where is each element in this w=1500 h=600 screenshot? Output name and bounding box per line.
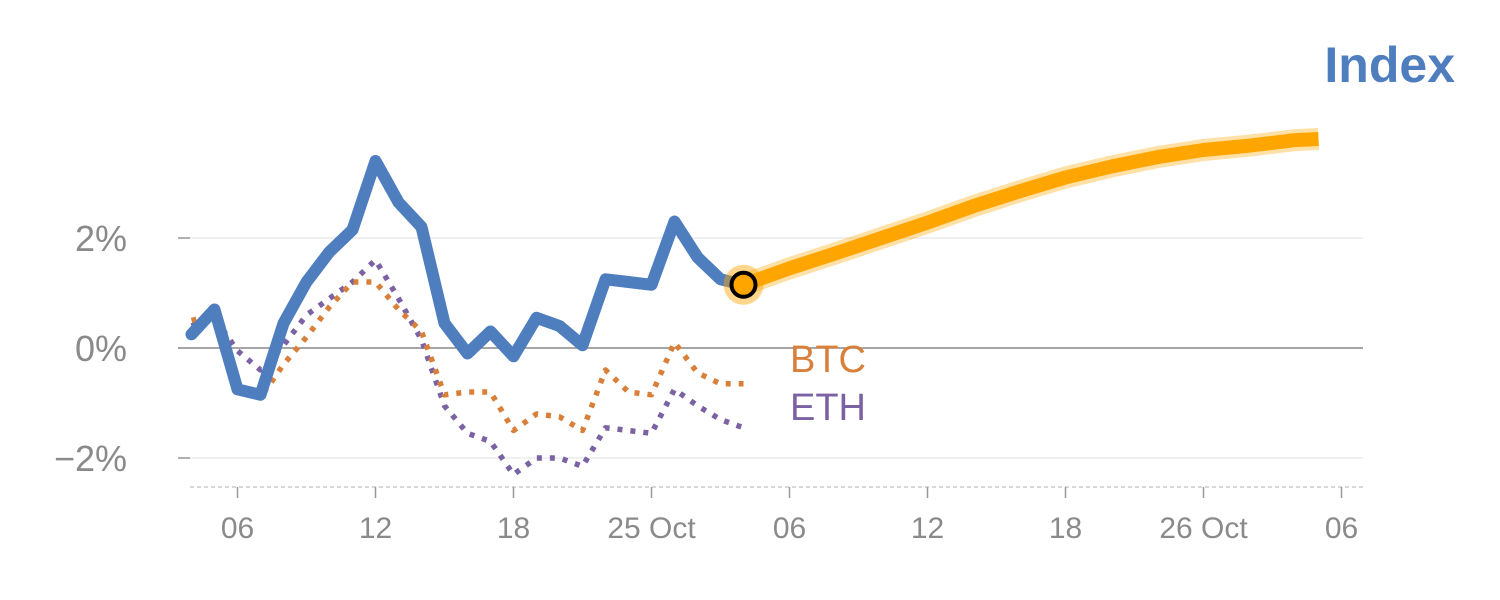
x-tick-label: 26 Oct — [1159, 512, 1248, 545]
series-line-index — [185, 155, 750, 401]
axis-layer: −2% 0% 2% 06 12 18 25 Oct 06 12 18 26 Oct 06 — [54, 218, 1365, 545]
grid-layer — [178, 237, 1363, 459]
series-label-btc: BTC — [790, 339, 866, 381]
series-layer — [185, 128, 1320, 478]
current-point-marker — [729, 270, 758, 299]
series-label-eth: ETH — [790, 387, 866, 429]
label-layer: Index BTC ETH — [790, 37, 1455, 429]
x-tick-label: 06 — [1325, 512, 1358, 545]
x-tick-label: 18 — [1049, 512, 1082, 545]
x-tick-label: 12 — [911, 512, 944, 545]
marker-layer — [723, 264, 764, 305]
y-tick-label: −2% — [54, 438, 127, 479]
x-tick-label: 12 — [359, 512, 392, 545]
y-tick-label: 0% — [75, 328, 127, 369]
series-line-forecast — [741, 132, 1319, 292]
x-tick-label: 06 — [773, 512, 806, 545]
x-tick-label: 25 Oct — [607, 512, 696, 545]
x-tick-label: 18 — [497, 512, 530, 545]
forecast-halo — [739, 128, 1320, 296]
y-tick-label: 2% — [75, 218, 127, 259]
legend-title: Index — [1324, 37, 1455, 93]
x-tick-label: 06 — [221, 512, 254, 545]
series-line-btc — [190, 279, 744, 434]
